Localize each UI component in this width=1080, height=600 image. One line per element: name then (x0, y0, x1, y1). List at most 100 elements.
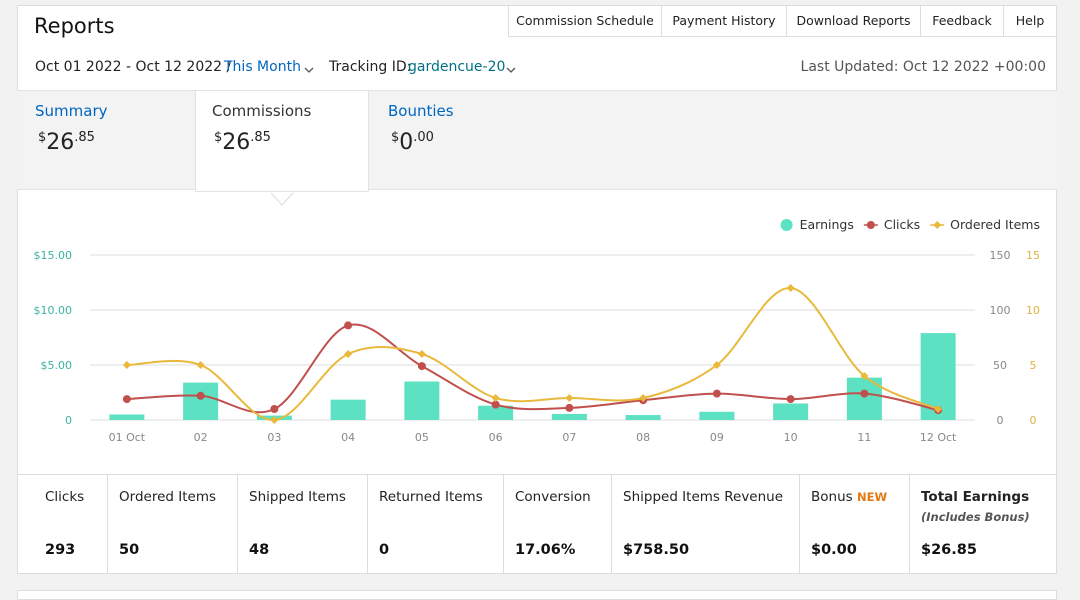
point (344, 350, 353, 358)
next-panel (17, 590, 1057, 600)
x-tick-label: 11 (857, 431, 871, 444)
stat-label: Bonus NEW (811, 489, 887, 505)
currency: $ (38, 130, 47, 145)
tab-amount: $0.00 (391, 130, 434, 155)
bar (699, 411, 735, 420)
tab-amount: $26.85 (38, 130, 95, 155)
y3-tick-label: 15 (1026, 249, 1040, 262)
amount-whole: 0 (399, 130, 414, 155)
point (860, 389, 869, 398)
amount-whole: 26 (222, 130, 251, 155)
point (565, 403, 574, 412)
point (491, 394, 500, 402)
point (712, 389, 721, 398)
legend-swatch (780, 219, 793, 231)
date-range: Oct 01 2022 - Oct 12 2022 / (35, 59, 232, 75)
stat-cell: Clicks 293 (17, 475, 107, 574)
x-tick-label: 05 (415, 431, 429, 444)
stat-cell: Bonus NEW $0.00 (799, 475, 909, 574)
point (860, 372, 869, 380)
legend-label: Ordered Items (950, 217, 1040, 232)
tab-label[interactable]: Summary (35, 102, 108, 120)
stat-note: (Includes Bonus) (921, 510, 1030, 524)
tab-label[interactable]: Commissions (212, 102, 312, 120)
point (417, 362, 426, 371)
legend-label: Clicks (884, 217, 920, 232)
y2-tick-label: 150 (990, 249, 1011, 262)
bar (404, 381, 440, 420)
active-tab[interactable] (195, 90, 369, 192)
chevron (304, 67, 314, 73)
stat-label: Shipped Items Revenue (623, 489, 784, 505)
bar (773, 403, 809, 420)
y-tick-label: $15.00 (34, 249, 73, 262)
tracking-dropdown[interactable]: gardencue-20 (408, 59, 506, 75)
stat-label: Shipped Items (249, 489, 346, 505)
x-tick-label: 06 (489, 431, 503, 444)
point (491, 400, 500, 409)
point (712, 361, 721, 369)
nav-button[interactable]: Commission Schedule (508, 5, 661, 37)
point (344, 321, 353, 330)
amount-cents: .85 (74, 130, 95, 145)
point (934, 405, 943, 413)
x-tick-label: 09 (710, 431, 724, 444)
line (126, 286, 939, 422)
label-text: Bonus (811, 489, 853, 505)
point (565, 394, 574, 402)
stat-label: Total Earnings (921, 489, 1030, 505)
nav-button[interactable]: Help (1003, 5, 1057, 37)
point (122, 395, 131, 404)
y-tick-label: $10.00 (34, 304, 73, 317)
stat-value: 0 (379, 542, 390, 558)
bar (625, 415, 661, 420)
y2-tick-label: 100 (990, 304, 1011, 317)
point (933, 221, 942, 229)
page-title: Reports (34, 14, 115, 38)
stat-cell: Returned Items 0 (367, 475, 503, 574)
y-tick-label: $5.00 (41, 359, 73, 372)
new-badge: NEW (856, 490, 888, 504)
chevron (506, 67, 516, 73)
point (270, 405, 279, 413)
bar (183, 382, 219, 420)
y3-tick-label: 0 (1030, 414, 1037, 427)
tab-band (17, 90, 1057, 190)
point (786, 395, 795, 404)
nav-button[interactable]: Payment History (661, 5, 786, 37)
bar (109, 414, 145, 420)
x-tick-label: 01 Oct (109, 431, 146, 444)
line (126, 323, 939, 414)
tab-amount: $26.85 (214, 130, 271, 155)
bar (551, 413, 587, 420)
nav-button[interactable]: Feedback (920, 5, 1003, 37)
stat-cell: Total Earnings (Includes Bonus) $26.85 (909, 475, 1057, 574)
period-dropdown[interactable]: This Month (224, 59, 301, 75)
stat-value: $0.00 (811, 542, 857, 558)
stat-label: Clicks (45, 489, 85, 505)
x-tick-label: 08 (636, 431, 650, 444)
amount-whole: 26 (46, 130, 75, 155)
last-updated: Last Updated: Oct 12 2022 +00:00 (800, 59, 1046, 75)
point (417, 350, 426, 358)
x-tick-label: 10 (784, 431, 798, 444)
point (122, 361, 131, 369)
stat-value: 48 (249, 542, 270, 558)
y2-tick-label: 50 (993, 359, 1007, 372)
divider (17, 474, 1057, 475)
stat-label: Conversion (515, 489, 591, 505)
stat-label: Returned Items (379, 489, 483, 505)
x-tick-label: 07 (562, 431, 576, 444)
tab-label[interactable]: Bounties (388, 102, 454, 120)
stat-value: 293 (45, 542, 76, 558)
x-tick-label: 02 (194, 431, 208, 444)
y-tick-label: 0 (65, 414, 72, 427)
stat-value: 17.06% (515, 542, 576, 558)
bar (330, 399, 366, 420)
amount-cents: .00 (413, 130, 434, 145)
stat-value: $26.85 (921, 542, 977, 558)
amount-cents: .85 (250, 130, 271, 145)
nav-button[interactable]: Download Reports (786, 5, 920, 37)
y2-tick-label: 0 (997, 414, 1004, 427)
